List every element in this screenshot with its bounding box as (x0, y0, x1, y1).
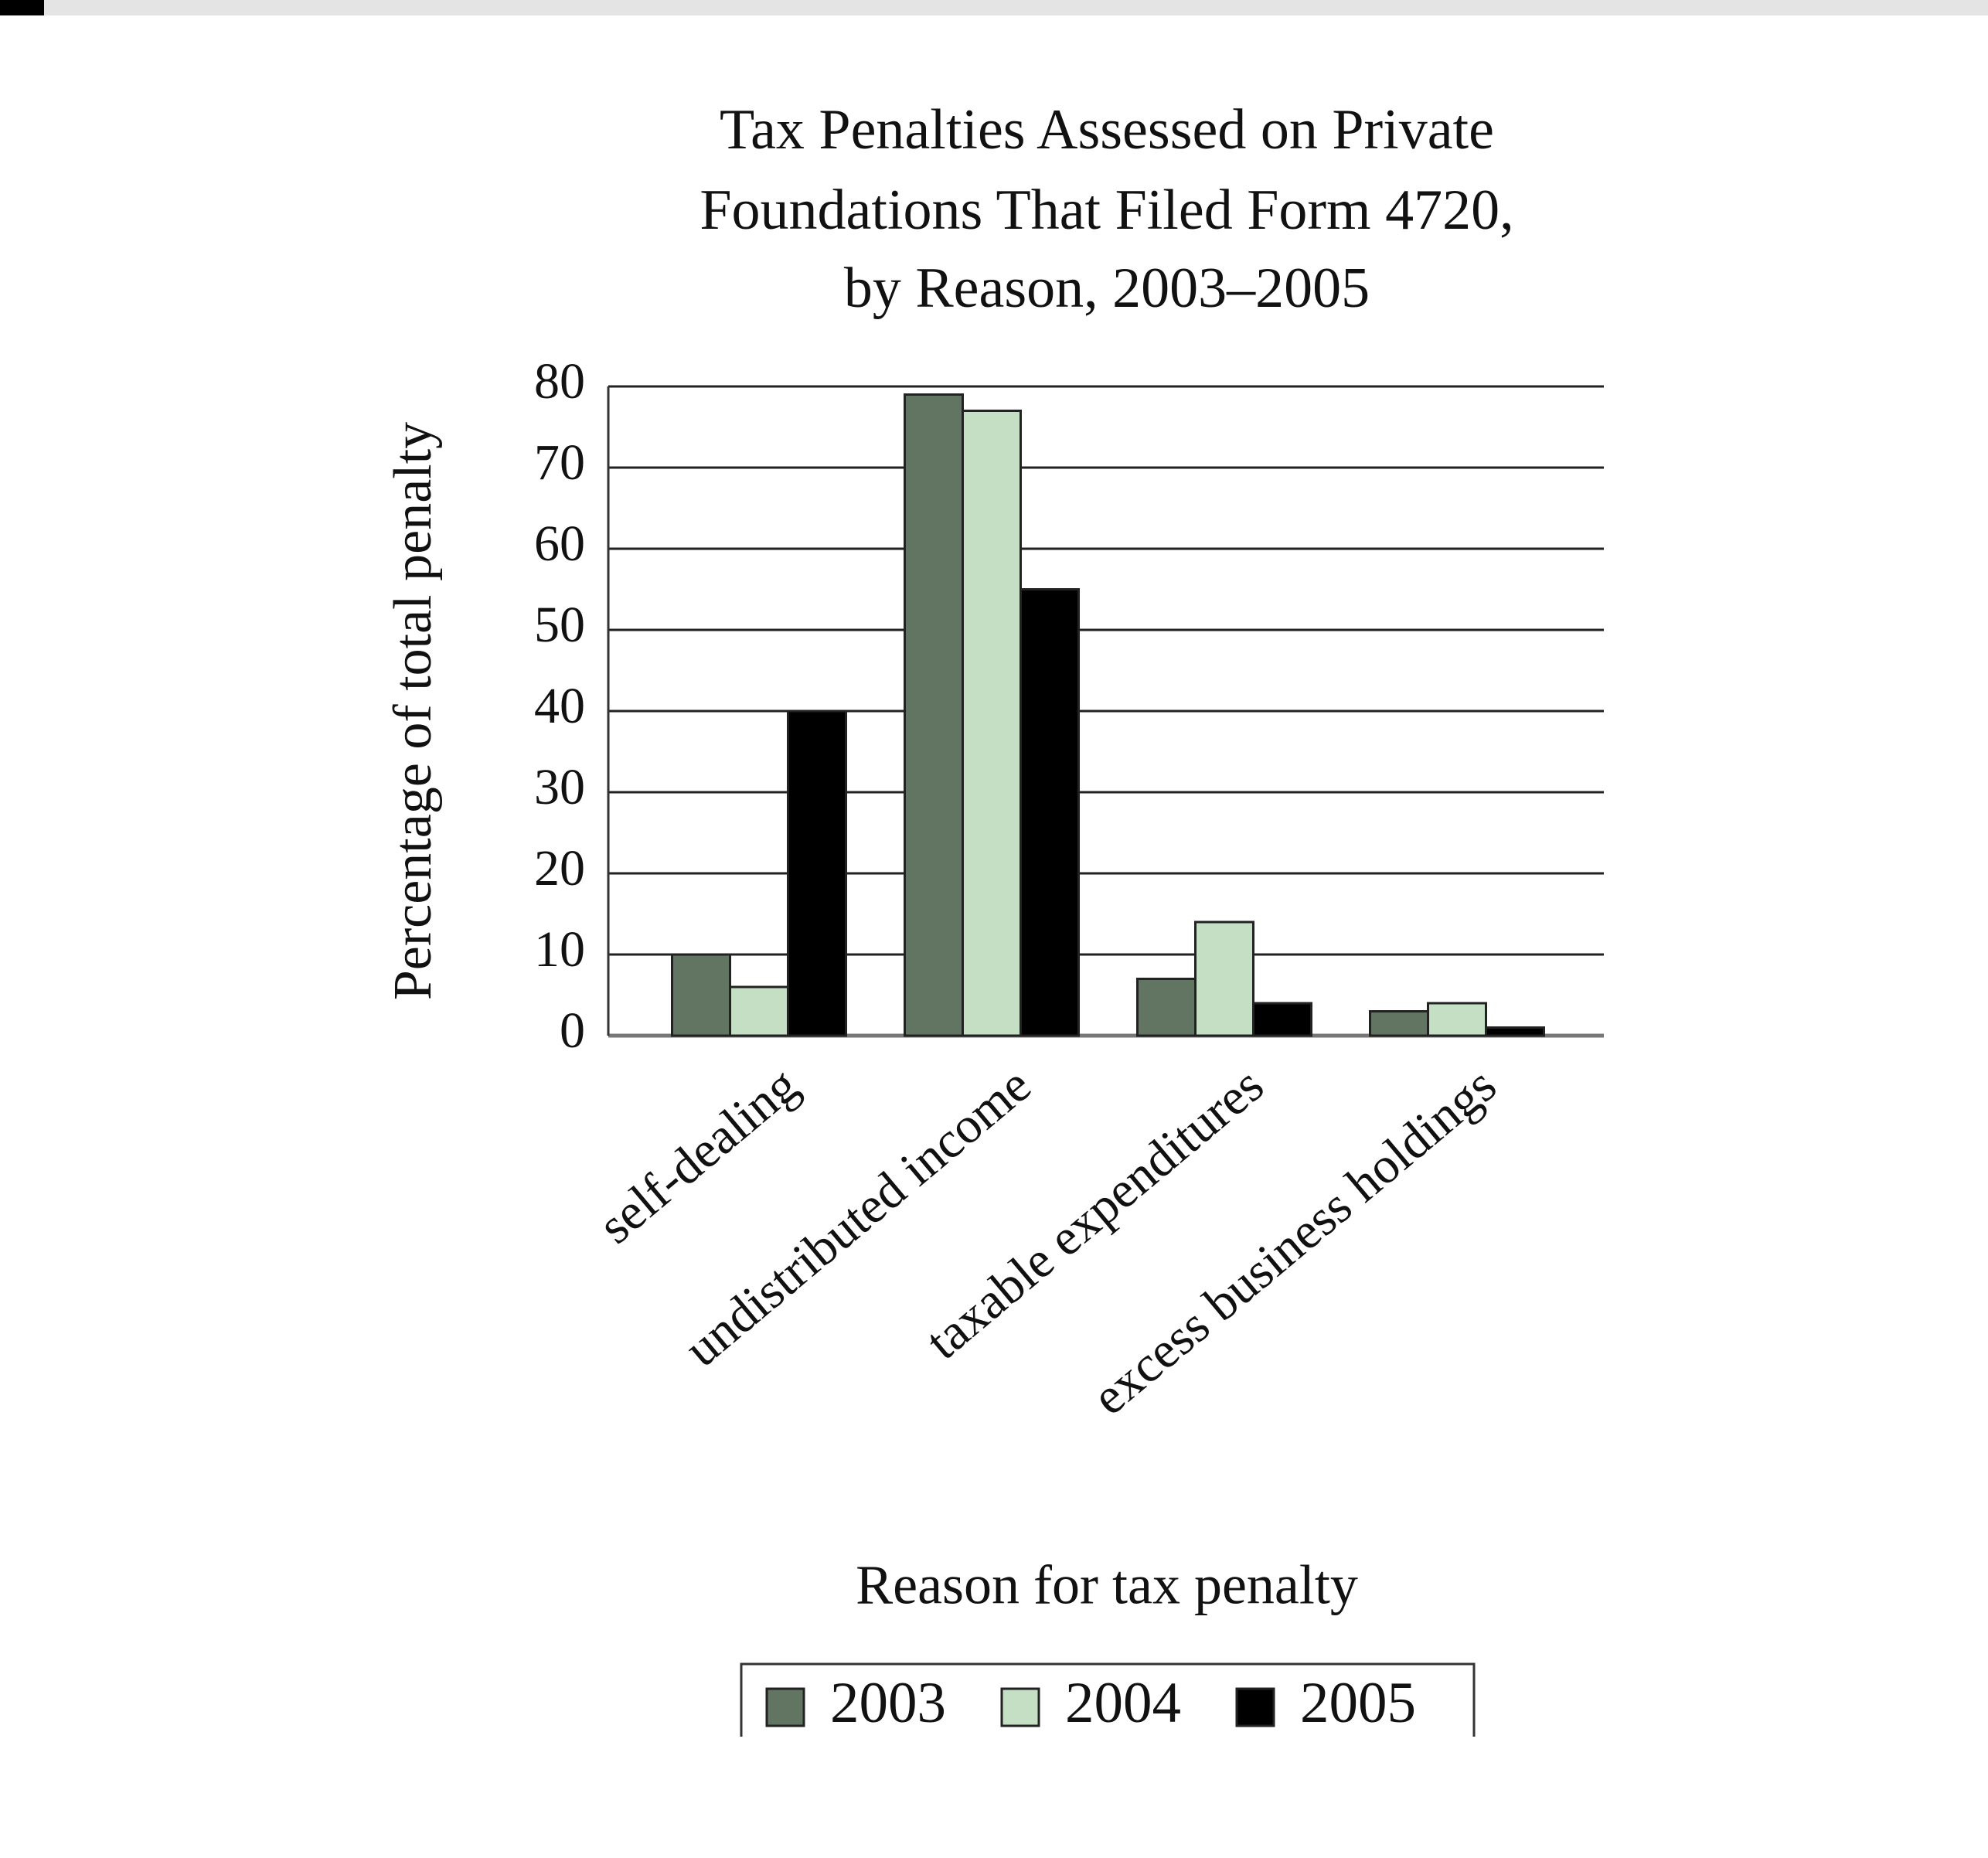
legend-swatch (1000, 1687, 1040, 1727)
bar (904, 393, 964, 1037)
top-bar-marker (0, 0, 44, 15)
y-tick-label: 50 (534, 597, 585, 653)
legend-label: 2003 (830, 1671, 946, 1735)
bar (1427, 1002, 1487, 1037)
legend-swatch (1235, 1687, 1275, 1727)
chart-title: Foundations That Filed Form 4720, (700, 179, 1513, 242)
bar (1485, 1026, 1545, 1037)
y-tick-label: 30 (534, 759, 585, 815)
y-axis-label: Percentage of total penalty (383, 422, 443, 1000)
y-tick-label: 0 (560, 1002, 585, 1059)
bar (1369, 1010, 1429, 1037)
legend-label: 2005 (1300, 1671, 1416, 1735)
bar (1136, 978, 1197, 1037)
y-tick-label: 60 (534, 516, 585, 572)
bar (787, 710, 847, 1037)
legend-label: 2004 (1065, 1671, 1181, 1735)
bar (1252, 1002, 1312, 1037)
bar (1194, 920, 1254, 1037)
y-tick-label: 70 (534, 434, 585, 491)
top-bar (0, 0, 1988, 15)
legend-box (740, 1662, 1476, 1737)
bar (1020, 588, 1080, 1037)
x-tick-label: self-dealing (588, 1057, 809, 1254)
legend-swatch (765, 1687, 805, 1727)
bar (962, 410, 1022, 1037)
chart-title: Tax Penalties Assessed on Private (720, 98, 1494, 162)
y-tick-label: 80 (534, 353, 585, 410)
chart-title: by Reason, 2003–2005 (844, 257, 1370, 320)
x-tick-label: excess business holdings (1082, 1057, 1507, 1426)
y-tick-label: 40 (534, 678, 585, 734)
bar (671, 953, 731, 1037)
x-axis-label: Reason for tax penalty (856, 1554, 1358, 1616)
y-tick-label: 20 (534, 840, 585, 897)
bar (729, 985, 789, 1037)
y-tick-label: 10 (534, 921, 585, 978)
